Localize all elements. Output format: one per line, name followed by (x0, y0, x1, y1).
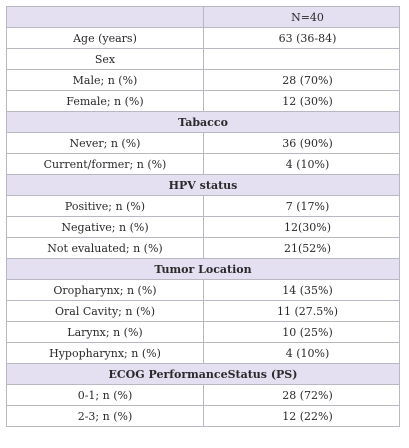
row-label: 2-3; n (%) (6, 405, 204, 427)
row-value: 10 (25%) (203, 321, 400, 343)
row-label: 0-1; n (%) (6, 384, 204, 406)
row-value: 7 (17%) (203, 195, 400, 217)
row-label: Sex (6, 48, 204, 70)
row-value: 12 (30%) (203, 90, 400, 112)
row-value: 4 (10%) (203, 153, 400, 175)
row-value: 4 (10%) (203, 342, 400, 364)
row-value: 28 (70%) (203, 69, 400, 91)
table-row: Oral Cavity; n (%) 11 (27.5%) (6, 300, 400, 322)
row-label: Hypopharynx; n (%) (6, 342, 204, 364)
section-title: Tumor Location (6, 258, 400, 280)
header-cell-n: N=40 (203, 6, 400, 28)
row-label: Never; n (%) (6, 132, 204, 154)
section-header-row: HPV status (6, 174, 400, 196)
patient-characteristics-table: N=40 Age (years) 63 (36-84) Sex Male; n (%)… (6, 6, 400, 427)
table-row: Oropharynx; n (%) 14 (35%) (6, 279, 400, 301)
row-value: 63 (36-84) (203, 27, 400, 49)
section-title: ECOG PerformanceStatus (PS) (6, 363, 400, 385)
row-value: 36 (90%) (203, 132, 400, 154)
row-label: Current/former; n (%) (6, 153, 204, 175)
table-row: Age (years) 63 (36-84) (6, 27, 400, 49)
row-value: 21(52%) (203, 237, 400, 259)
row-label: Female; n (%) (6, 90, 204, 112)
row-value: 28 (72%) (203, 384, 400, 406)
table-row: Not evaluated; n (%) 21(52%) (6, 237, 400, 259)
table-row: Negative; n (%) 12(30%) (6, 216, 400, 238)
row-label: Oral Cavity; n (%) (6, 300, 204, 322)
row-label: Age (years) (6, 27, 204, 49)
table-row: Larynx; n (%) 10 (25%) (6, 321, 400, 343)
row-label: Positive; n (%) (6, 195, 204, 217)
table-row: Male; n (%) 28 (70%) (6, 69, 400, 91)
row-label: Negative; n (%) (6, 216, 204, 238)
table-row: Current/former; n (%) 4 (10%) (6, 153, 400, 175)
section-header-row: Tumor Location (6, 258, 400, 280)
section-title: HPV status (6, 174, 400, 196)
row-label: Not evaluated; n (%) (6, 237, 204, 259)
row-label: Oropharynx; n (%) (6, 279, 204, 301)
row-value: 12 (22%) (203, 405, 400, 427)
table-row: Hypopharynx; n (%) 4 (10%) (6, 342, 400, 364)
section-header-row: Tabacco (6, 111, 400, 133)
table-row: Female; n (%) 12 (30%) (6, 90, 400, 112)
row-label: Larynx; n (%) (6, 321, 204, 343)
table-header-row: N=40 (6, 6, 400, 28)
table-row: Positive; n (%) 7 (17%) (6, 195, 400, 217)
section-title: Tabacco (6, 111, 400, 133)
row-label: Male; n (%) (6, 69, 204, 91)
table-body: N=40 Age (years) 63 (36-84) Sex Male; n (%)… (6, 6, 400, 427)
table-row: 0-1; n (%) 28 (72%) (6, 384, 400, 406)
row-value: 14 (35%) (203, 279, 400, 301)
table-row: Never; n (%) 36 (90%) (6, 132, 400, 154)
section-header-row: ECOG PerformanceStatus (PS) (6, 363, 400, 385)
row-value: 12(30%) (203, 216, 400, 238)
row-value (203, 48, 400, 70)
table-row: Sex (6, 48, 400, 70)
table-row: 2-3; n (%) 12 (22%) (6, 405, 400, 427)
row-value: 11 (27.5%) (203, 300, 400, 322)
header-cell-label (6, 6, 204, 28)
